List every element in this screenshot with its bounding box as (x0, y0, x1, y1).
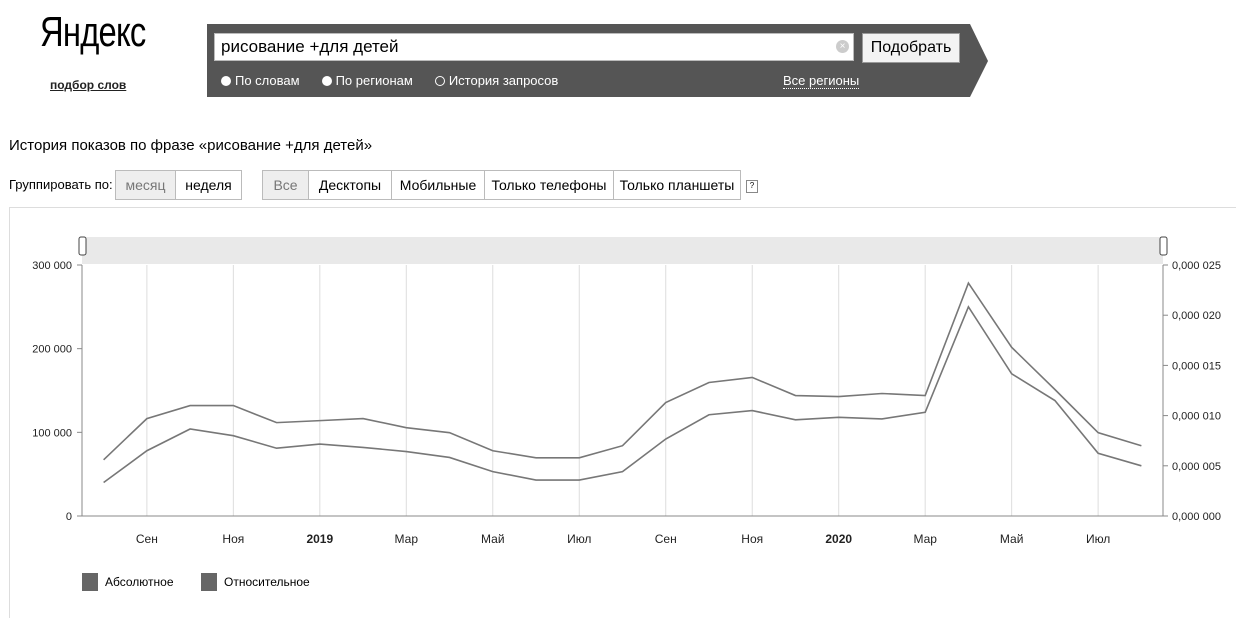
device-tab-all[interactable]: Все (262, 170, 309, 200)
page-title: История показов по фразе «рисование +для… (9, 137, 373, 154)
legend-swatch (201, 573, 217, 591)
search-mode-group: По словам По регионам История запросов (221, 73, 558, 88)
clear-icon[interactable]: × (836, 40, 849, 53)
device-tab-phones[interactable]: Только телефоны (484, 170, 614, 200)
help-icon[interactable]: ? (746, 180, 758, 193)
search-input[interactable]: рисование +для детей (214, 33, 854, 61)
legend-swatch (82, 573, 98, 591)
radio-icon (434, 75, 445, 86)
device-tab-mobile[interactable]: Мобильные (391, 170, 485, 200)
mode-history[interactable]: История запросов (434, 73, 559, 88)
group-month-button[interactable]: месяц (115, 170, 176, 200)
search-panel-arrow (970, 24, 988, 97)
legend-absolute[interactable]: Абсолютное (82, 573, 174, 591)
device-tab-desktop[interactable]: Десктопы (308, 170, 392, 200)
wordstat-link[interactable]: подбор слов (50, 78, 127, 92)
yandex-logo[interactable]: Яндекс (40, 8, 146, 55)
mode-label: По регионам (335, 73, 413, 88)
group-week-button[interactable]: неделя (175, 170, 242, 200)
chart-frame (9, 207, 1236, 618)
legend-label: Абсолютное (105, 575, 174, 589)
mode-by-regions[interactable]: По регионам (321, 73, 413, 88)
device-tab-tablets[interactable]: Только планшеты (613, 170, 741, 200)
submit-button[interactable]: Подобрать (862, 33, 960, 63)
group-by-label: Группировать по: (9, 177, 113, 192)
legend-relative[interactable]: Относительное (201, 573, 310, 591)
radio-icon (221, 75, 231, 86)
region-selector-link[interactable]: Все регионы (783, 73, 860, 89)
mode-by-words[interactable]: По словам (221, 73, 300, 88)
radio-icon (321, 75, 332, 86)
mode-label: История запросов (448, 73, 559, 88)
mode-label: По словам (235, 73, 300, 88)
legend-label: Относительное (224, 575, 310, 589)
